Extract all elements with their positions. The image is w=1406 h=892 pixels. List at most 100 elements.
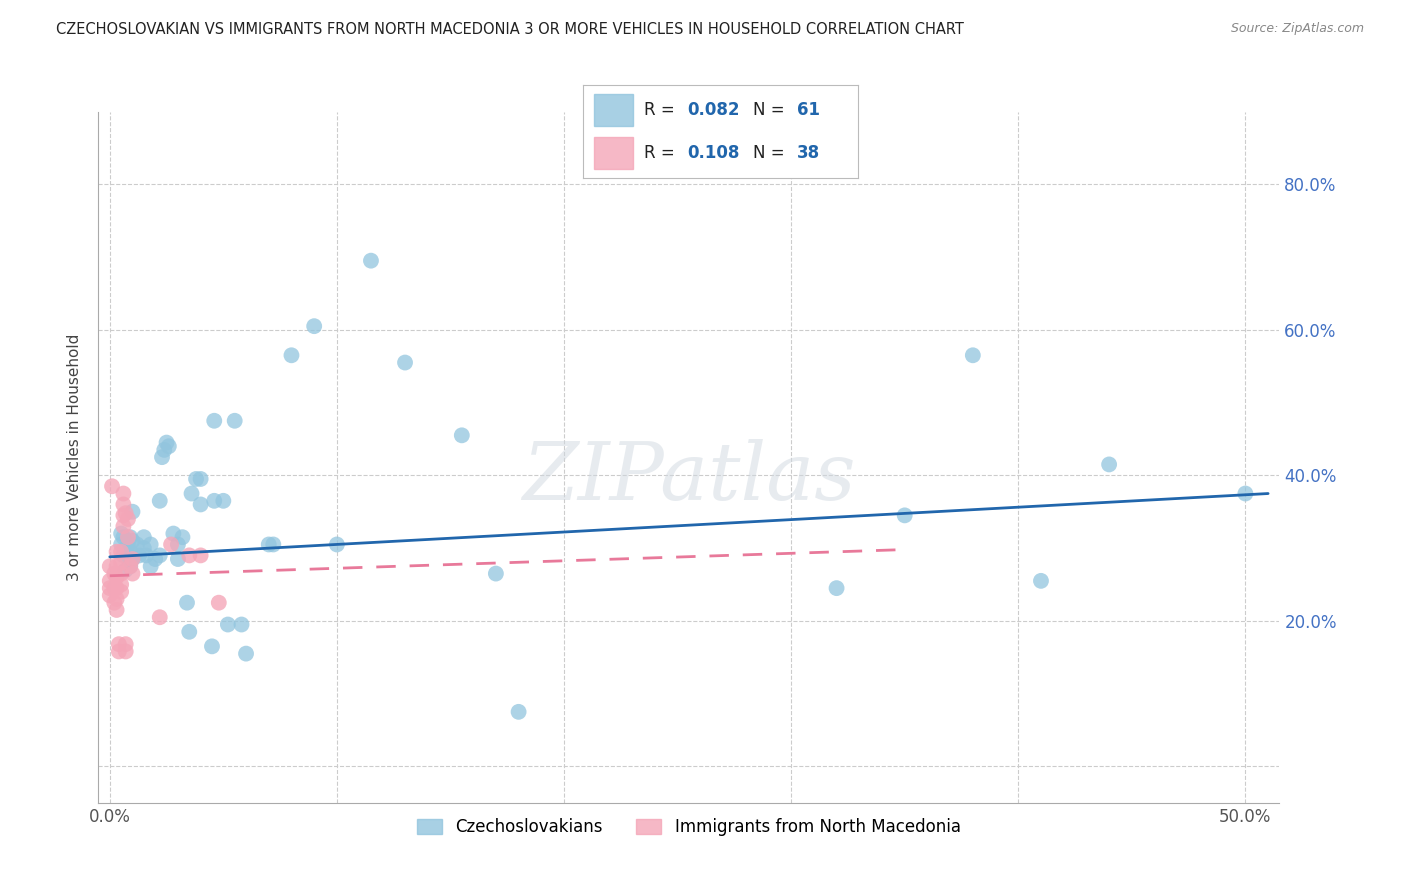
Point bbox=[110, 577, 132, 591]
Point bbox=[121, 533, 143, 548]
Text: N =: N = bbox=[754, 145, 790, 162]
Point bbox=[121, 552, 143, 566]
Point bbox=[180, 486, 202, 500]
Text: 0.082: 0.082 bbox=[688, 101, 740, 119]
Point bbox=[110, 537, 132, 551]
Point bbox=[105, 570, 128, 584]
Point bbox=[179, 624, 201, 639]
Point bbox=[825, 581, 848, 595]
Point bbox=[167, 552, 190, 566]
Text: Source: ZipAtlas.com: Source: ZipAtlas.com bbox=[1230, 22, 1364, 36]
Point bbox=[155, 435, 177, 450]
Point bbox=[139, 537, 162, 551]
Point bbox=[98, 574, 121, 588]
Point bbox=[143, 552, 166, 566]
Point bbox=[235, 647, 257, 661]
Point bbox=[262, 537, 284, 551]
Point bbox=[172, 530, 194, 544]
Point bbox=[450, 428, 472, 442]
Point bbox=[98, 589, 121, 603]
Point bbox=[103, 566, 125, 581]
Point bbox=[120, 559, 142, 574]
Point bbox=[231, 617, 253, 632]
Point bbox=[101, 479, 124, 493]
Point bbox=[117, 549, 139, 563]
Bar bbox=[595, 95, 633, 126]
Point bbox=[125, 537, 148, 551]
Text: CZECHOSLOVAKIAN VS IMMIGRANTS FROM NORTH MACEDONIA 3 OR MORE VEHICLES IN HOUSEHO: CZECHOSLOVAKIAN VS IMMIGRANTS FROM NORTH… bbox=[56, 22, 965, 37]
Point bbox=[114, 506, 136, 520]
Point bbox=[105, 559, 128, 574]
Point bbox=[179, 549, 201, 563]
Text: R =: R = bbox=[644, 145, 681, 162]
Point bbox=[153, 442, 176, 457]
Text: N =: N = bbox=[754, 101, 790, 119]
Point bbox=[110, 526, 132, 541]
Point bbox=[1234, 486, 1257, 500]
Point bbox=[105, 581, 128, 595]
Point bbox=[1029, 574, 1052, 588]
Point bbox=[98, 581, 121, 595]
Point bbox=[149, 493, 172, 508]
Point bbox=[257, 537, 280, 551]
Point bbox=[112, 498, 135, 512]
Legend: Czechoslovakians, Immigrants from North Macedonia: Czechoslovakians, Immigrants from North … bbox=[411, 812, 967, 843]
Point bbox=[212, 493, 235, 508]
Point bbox=[217, 617, 239, 632]
Point bbox=[108, 644, 131, 658]
Point bbox=[132, 530, 155, 544]
Point bbox=[280, 348, 302, 362]
Point bbox=[121, 566, 143, 581]
Point bbox=[302, 319, 325, 334]
Point bbox=[162, 526, 184, 541]
Text: 61: 61 bbox=[797, 101, 820, 119]
Y-axis label: 3 or more Vehicles in Household: 3 or more Vehicles in Household bbox=[67, 334, 83, 581]
Point bbox=[184, 472, 207, 486]
Point bbox=[360, 253, 382, 268]
Point bbox=[114, 563, 136, 577]
Point bbox=[1098, 458, 1121, 472]
Point bbox=[120, 545, 142, 559]
Point bbox=[128, 549, 150, 563]
Point bbox=[893, 508, 915, 523]
Point bbox=[149, 549, 172, 563]
Text: R =: R = bbox=[644, 101, 681, 119]
Point bbox=[202, 493, 225, 508]
Text: 38: 38 bbox=[797, 145, 821, 162]
Point bbox=[112, 508, 135, 523]
Point bbox=[110, 545, 132, 559]
Point bbox=[112, 519, 135, 533]
Point bbox=[149, 610, 172, 624]
Point bbox=[120, 530, 142, 544]
Point bbox=[112, 549, 135, 563]
Point bbox=[110, 556, 132, 570]
Point bbox=[108, 637, 131, 651]
Point bbox=[135, 549, 157, 563]
Point bbox=[121, 552, 143, 566]
Point bbox=[208, 596, 231, 610]
Point bbox=[114, 637, 136, 651]
Point bbox=[110, 566, 132, 581]
Point bbox=[117, 530, 139, 544]
Point bbox=[105, 545, 128, 559]
Point bbox=[105, 592, 128, 607]
Point bbox=[110, 584, 132, 599]
Point bbox=[962, 348, 984, 362]
Point bbox=[139, 559, 162, 574]
Point bbox=[326, 537, 349, 551]
Point bbox=[150, 450, 173, 465]
Point bbox=[112, 530, 135, 544]
Point bbox=[103, 581, 125, 595]
Point bbox=[394, 355, 416, 369]
Point bbox=[160, 537, 183, 551]
Point bbox=[508, 705, 530, 719]
Point bbox=[190, 549, 212, 563]
Point bbox=[121, 505, 143, 519]
Point bbox=[98, 559, 121, 574]
Point bbox=[485, 566, 508, 581]
Point bbox=[117, 537, 139, 551]
Point bbox=[224, 414, 246, 428]
Point bbox=[176, 596, 198, 610]
Point bbox=[157, 439, 180, 453]
Point bbox=[202, 414, 225, 428]
